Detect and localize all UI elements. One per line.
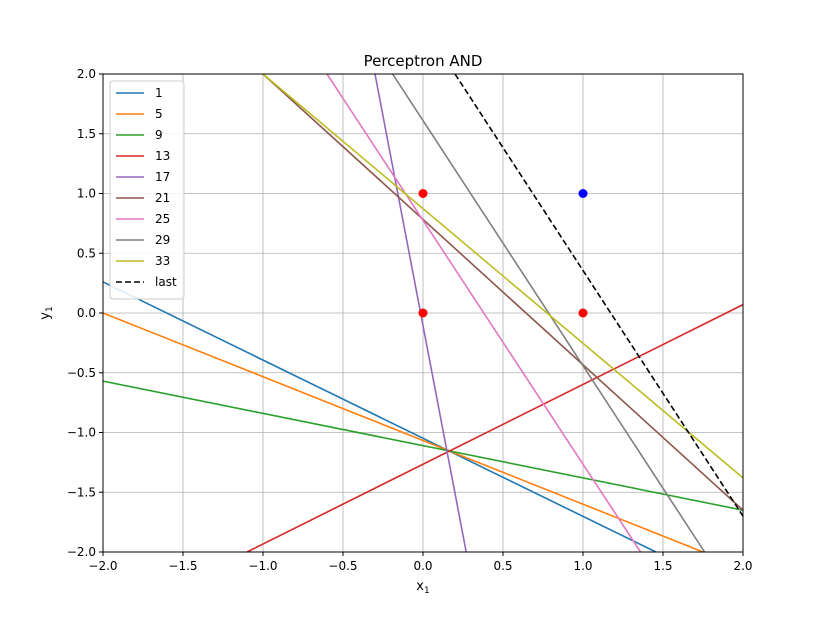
series-line-13 [246,303,744,553]
series-lines [102,73,744,553]
data-point [578,189,588,198]
series-line-9 [102,380,744,511]
x-tick-label: −1.5 [168,559,197,573]
series-line-21 [262,73,744,511]
legend-label: 29 [155,233,170,247]
x-tick-label: −2.0 [88,559,117,573]
legend-label: 17 [155,170,170,184]
y-tick-label: 1.0 [77,187,96,201]
y-tick-label: 0.0 [77,306,96,320]
legend-label: 25 [155,212,170,226]
series-line-29 [391,73,706,553]
x-axis-label: x1 [416,579,429,596]
legend-label: 5 [155,107,163,121]
x-tick-label: 0.0 [413,559,432,573]
legend-label: 9 [155,128,163,142]
chart-title: Perceptron AND [364,52,483,70]
x-axis-label-main: x [416,579,424,594]
legend-label: 1 [155,86,163,100]
legend-label: 13 [155,149,170,163]
y-axis-ticks: −2.0 −1.5 −1.0 −0.5 0.0 0.5 1.0 1.5 2.0 [67,67,103,559]
x-tick-label: −1.0 [248,559,277,573]
x-axis-ticks: −2.0 −1.5 −1.0 −0.5 0.0 0.5 1.0 1.5 2.0 [88,552,753,573]
y-tick-label: −0.5 [67,366,96,380]
data-points [418,189,588,318]
x-tick-label: −0.5 [328,559,357,573]
x-tick-label: 2.0 [733,559,752,573]
series-line-last [454,73,744,517]
x-tick-label: 1.0 [573,559,592,573]
series-line-33 [262,73,744,479]
y-tick-label: −2.0 [67,545,96,559]
y-tick-label: 1.5 [77,127,96,141]
x-axis-label-sub: 1 [424,586,430,596]
data-point [418,308,428,318]
legend-label: 33 [155,254,170,268]
x-tick-label: 0.5 [493,559,512,573]
series-line-5 [102,312,704,553]
data-point [418,189,428,198]
legend: 1 5 9 13 17 21 25 29 33 last [109,80,185,300]
series-line-1 [102,281,657,553]
legend-label: last [155,275,177,289]
y-axis-label-main: y [38,312,53,320]
x-tick-label: 1.5 [653,559,672,573]
y-axis-label: y1 [38,306,55,319]
legend-label: 21 [155,191,170,205]
y-tick-label: −1.0 [67,426,96,440]
data-point [578,308,588,318]
y-tick-label: 2.0 [77,67,96,81]
y-axis-label-sub: 1 [45,306,55,312]
series-line-25 [326,73,642,553]
y-tick-label: 0.5 [77,246,96,260]
y-tick-label: −1.5 [67,485,96,499]
